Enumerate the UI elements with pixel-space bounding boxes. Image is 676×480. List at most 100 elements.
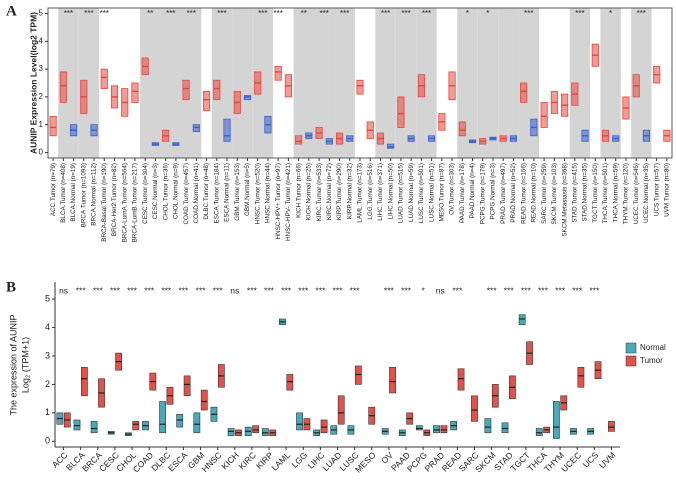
significance: ** xyxy=(147,9,153,18)
x-tick-label: PRAD.Tumor (n=497) xyxy=(500,163,507,224)
x-tick-label: SARC.Tumor (n=259) xyxy=(541,163,548,224)
x-tick-label: OV.Tumor (n=303) xyxy=(449,163,456,215)
box xyxy=(295,135,303,145)
box xyxy=(471,395,478,422)
box xyxy=(132,421,140,431)
pair-shade xyxy=(334,8,355,158)
significance: *** xyxy=(84,9,93,18)
x-tick-label: STAD.Tumor (n=415) xyxy=(571,163,578,223)
x-tick-label: KICH.Normal (n=25) xyxy=(306,163,313,220)
significance: *** xyxy=(196,285,207,295)
x-tick-label: READ.Tumor (n=166) xyxy=(520,163,527,224)
pair-shade xyxy=(631,8,652,158)
x-tick-label: HNSC.Tumor (n=520) xyxy=(254,163,261,224)
y-tick-label: 3 xyxy=(45,350,50,360)
box xyxy=(131,82,139,103)
significance: *** xyxy=(401,285,412,295)
x-tick-label: PRAD.Normal (n=52) xyxy=(510,163,517,223)
significance: *** xyxy=(401,9,410,18)
x-tick-label: LGG xyxy=(289,450,309,470)
x-tick-label: CHOL.Normal (n=9) xyxy=(173,163,180,219)
box xyxy=(296,412,303,431)
box xyxy=(59,71,67,103)
significance: * xyxy=(486,9,489,18)
x-tick-label: THCA.Normal (n=59) xyxy=(612,163,619,222)
y-tick-label: 4 xyxy=(39,36,44,45)
pair-shade xyxy=(569,8,591,158)
box xyxy=(433,425,440,434)
x-tick-label: LUAD.Normal (n=59) xyxy=(408,163,415,222)
box xyxy=(535,428,543,436)
panel-letter: A xyxy=(6,3,17,19)
significance: ns xyxy=(230,285,239,295)
x-tick-label: SKCM.Metastasis (n=368) xyxy=(561,163,568,237)
x-tick-label: LGG.Tumor (n=516) xyxy=(367,163,374,220)
x-tick-label: ESCA.Normal (n=11) xyxy=(224,163,231,222)
y-tick-label: 3 xyxy=(39,64,44,73)
significance: *** xyxy=(637,9,646,18)
x-tick-label: PAAD.Tumor (n=178) xyxy=(459,163,466,223)
pair-shade xyxy=(293,8,314,158)
box xyxy=(484,418,492,434)
y-tick-label: 0 xyxy=(39,148,44,157)
box xyxy=(458,121,466,137)
significance: *** xyxy=(452,285,463,295)
significance: *** xyxy=(487,285,498,295)
box xyxy=(320,419,328,434)
significance: *** xyxy=(575,9,584,18)
box xyxy=(286,374,294,391)
x-tick-label: CESC.Tumor (n=304) xyxy=(142,163,149,224)
box xyxy=(337,395,345,425)
x-tick-label: KICH xyxy=(219,450,240,471)
x-tick-label: ACC.Tumor (n=79) xyxy=(50,163,57,216)
box xyxy=(520,82,528,103)
x-tick-label: PCPG.Normal (n=3) xyxy=(490,163,497,220)
box xyxy=(274,65,282,81)
panel-letter: B xyxy=(6,279,16,295)
x-tick-label: HNSC.Normal (n=44) xyxy=(265,163,272,223)
box xyxy=(577,367,585,388)
x-tick-label: GBM.Tumor (n=153) xyxy=(234,163,241,221)
significance: ** xyxy=(301,9,307,18)
significance: *** xyxy=(281,285,292,295)
x-tick-label: KIRP.Tumor (n=290) xyxy=(336,163,343,220)
x-tick-label: UCEC.Normal (n=35) xyxy=(643,163,650,223)
significance: *** xyxy=(144,285,155,295)
y-tick-label: 2 xyxy=(39,92,44,101)
box xyxy=(501,422,509,434)
significance: *** xyxy=(521,285,532,295)
box xyxy=(159,401,166,434)
significance: *** xyxy=(178,285,189,295)
x-tick-label: LAML xyxy=(269,450,292,473)
x-tick-label: UVM xyxy=(597,450,617,470)
significance: *** xyxy=(166,9,175,18)
x-tick-label: THYM.Tumor (n=120) xyxy=(623,163,630,224)
x-tick-label: STAD.Normal (n=35) xyxy=(582,163,589,222)
x-tick-label: TGCT.Tumor (n=150) xyxy=(592,163,599,223)
significance: * xyxy=(466,9,469,18)
x-tick-label: UCEC xyxy=(559,450,583,474)
x-tick-label: SKCM.Tumor (n=103) xyxy=(551,163,558,225)
significance: *** xyxy=(187,9,196,18)
x-tick-label: KIRC.Normal (n=72) xyxy=(326,163,333,220)
significance: *** xyxy=(64,9,73,18)
pair-shade xyxy=(58,8,79,158)
box xyxy=(608,421,615,432)
x-tick-label: HNSC xyxy=(200,450,224,474)
pair-shade xyxy=(180,8,202,158)
box xyxy=(354,365,362,385)
significance: *** xyxy=(213,285,224,295)
x-tick-label: BLCA.Tumor (n=408) xyxy=(60,163,67,223)
significance: *** xyxy=(524,9,533,18)
significance: ns xyxy=(436,285,445,295)
x-tick-label: UCS.Tumor (n=57) xyxy=(653,163,660,216)
pair-shade xyxy=(600,8,621,158)
box xyxy=(223,118,231,142)
x-tick-label: BRCA.Tumor (n=1093) xyxy=(80,163,87,227)
box xyxy=(397,96,405,128)
significance: * xyxy=(421,285,425,295)
significance: *** xyxy=(555,285,566,295)
pair-shade xyxy=(416,8,437,158)
legend-swatch xyxy=(625,342,637,354)
x-tick-label: BRCA.Normal (n=112) xyxy=(91,163,98,226)
